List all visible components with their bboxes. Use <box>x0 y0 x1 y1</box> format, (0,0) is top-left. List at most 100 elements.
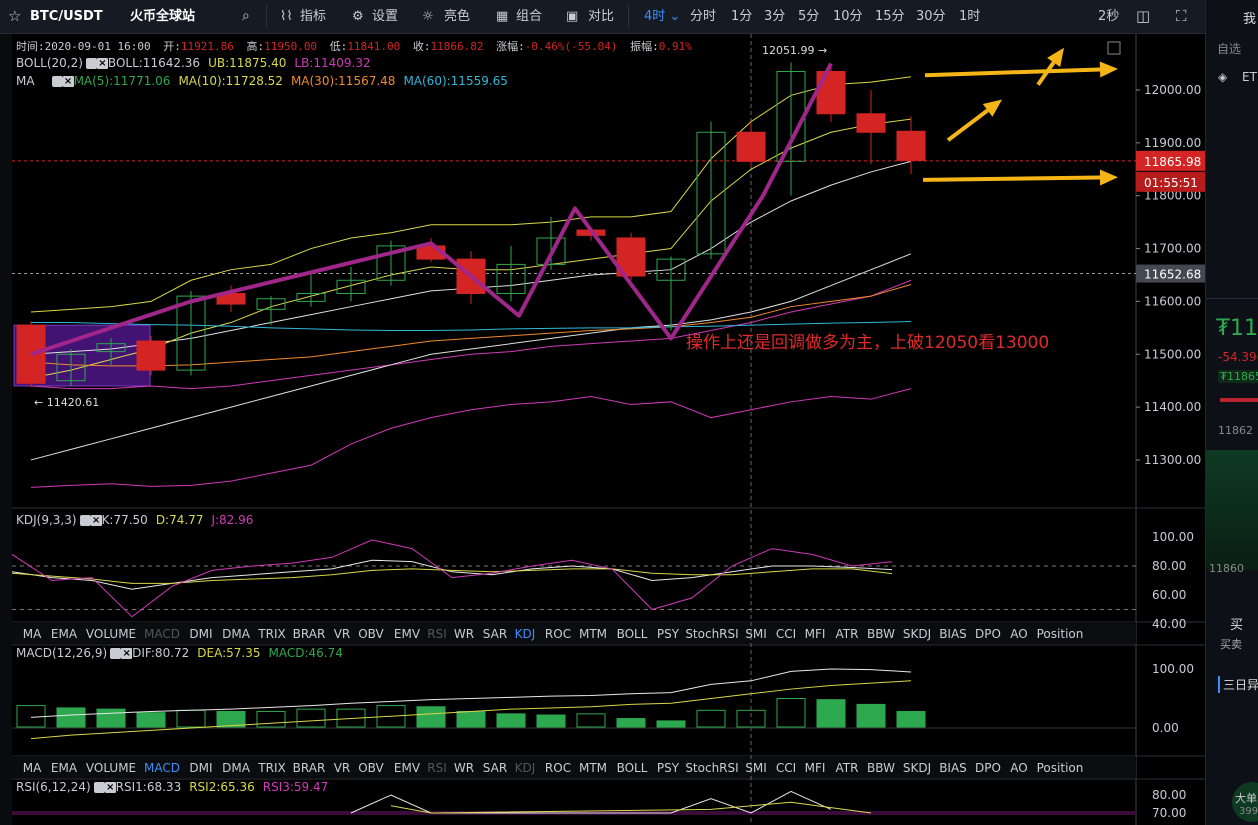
tab-row1-13[interactable]: SAR <box>483 627 507 641</box>
tab-row1-14[interactable]: KDJ <box>515 627 536 641</box>
interval-0[interactable]: 4时 ⌄ <box>644 9 681 24</box>
fullscreen-icon[interactable]: ⛶ <box>1176 7 1187 25</box>
camera-icon[interactable]: ◫ <box>1136 7 1151 25</box>
tab-row1-5[interactable]: DMA <box>222 627 251 641</box>
tab-row2-14[interactable]: KDJ <box>515 761 536 775</box>
interval-3[interactable]: 3分 <box>764 9 786 24</box>
macd-close-icon[interactable]: × <box>121 648 133 659</box>
tab-row1-3[interactable]: MACD <box>144 627 180 641</box>
interval-1[interactable]: 分时 <box>690 9 717 24</box>
interval-5[interactable]: 10分 <box>833 9 863 24</box>
tab-row1-8[interactable]: VR <box>334 627 351 641</box>
tab-row2-28[interactable]: AO <box>1010 761 1027 775</box>
tab-row2-4[interactable]: DMI <box>189 761 212 775</box>
tab-row2-15[interactable]: ROC <box>545 761 571 775</box>
tab-row1-21[interactable]: CCI <box>776 627 796 641</box>
tab-row2-7[interactable]: BRAR <box>293 761 326 775</box>
tab-row1-29[interactable]: Position <box>1037 627 1084 641</box>
boll-settings-icon[interactable] <box>85 58 97 69</box>
tab-row1-6[interactable]: TRIX <box>257 627 285 641</box>
rsi-close-icon[interactable]: × <box>104 782 116 793</box>
rp-three[interactable]: 三日异 <box>1218 676 1258 693</box>
tab-row2-19[interactable]: StochRSI <box>685 761 738 775</box>
tab-row1-16[interactable]: MTM <box>579 627 607 641</box>
tab-row2-23[interactable]: ATR <box>836 761 859 775</box>
tab-row2-16[interactable]: MTM <box>579 761 607 775</box>
search-icon[interactable]: ⌕ <box>242 8 250 24</box>
tab-row1-4[interactable]: DMI <box>189 627 212 641</box>
tab-row2-21[interactable]: CCI <box>776 761 796 775</box>
star-icon[interactable]: ☆ <box>8 7 22 25</box>
rp-coin[interactable]: ET <box>1242 70 1257 84</box>
tab-row2-5[interactable]: DMA <box>222 761 251 775</box>
rsi-settings-icon[interactable] <box>93 782 105 793</box>
tab-row1-9[interactable]: OBV <box>358 627 384 641</box>
chart-svg[interactable]: 12000.00 11900.00 11800.00 11700.00 11600.00… <box>0 34 1205 825</box>
settings-button[interactable]: 设置 <box>372 9 399 24</box>
tab-row1-26[interactable]: BIAS <box>939 627 967 641</box>
tab-row2-6[interactable]: TRIX <box>257 761 285 775</box>
tab-row2-1[interactable]: EMA <box>51 761 78 775</box>
rp-top[interactable]: 我 <box>1243 12 1257 27</box>
interval-8[interactable]: 1时 <box>959 9 981 24</box>
tab-row2-20[interactable]: SMI <box>745 761 767 775</box>
tab-row2-13[interactable]: SAR <box>483 761 507 775</box>
tab-row2-9[interactable]: OBV <box>358 761 384 775</box>
tab-row1-12[interactable]: WR <box>454 627 474 641</box>
tab-row1-7[interactable]: BRAR <box>293 627 326 641</box>
ma-settings-icon[interactable] <box>51 76 63 87</box>
combo-icon[interactable]: ▦ <box>496 9 509 24</box>
interval-6[interactable]: 15分 <box>875 9 905 24</box>
compare-icon[interactable]: ▣ <box>566 9 579 24</box>
interval-2[interactable]: 1分 <box>731 9 753 24</box>
refresh-label[interactable]: 2秒 <box>1098 9 1120 24</box>
tab-row2-25[interactable]: SKDJ <box>903 761 931 775</box>
tab-row1-19[interactable]: StochRSI <box>685 627 738 641</box>
tab-row2-17[interactable]: BOLL <box>617 761 648 775</box>
tab-row2-22[interactable]: MFI <box>805 761 826 775</box>
tab-row1-17[interactable]: BOLL <box>617 627 648 641</box>
tab-row1-27[interactable]: DPO <box>975 627 1001 641</box>
macd-settings-icon[interactable] <box>110 648 122 659</box>
tab-row1-23[interactable]: ATR <box>836 627 859 641</box>
exchange-label[interactable]: 火币全球站 <box>130 9 196 24</box>
sun-icon[interactable]: ☼ <box>422 9 434 24</box>
tab-row2-8[interactable]: VR <box>334 761 351 775</box>
tab-row2-11[interactable]: RSI <box>427 761 447 775</box>
combo-button[interactable]: 组合 <box>516 9 543 24</box>
tab-row2-26[interactable]: BIAS <box>939 761 967 775</box>
tab-row2-18[interactable]: PSY <box>657 761 680 775</box>
indicators-icon[interactable]: ⌇⌇ <box>280 9 293 24</box>
tab-row1-11[interactable]: RSI <box>427 627 447 641</box>
kdj-settings-icon[interactable] <box>79 515 91 526</box>
boll-close-icon[interactable]: × <box>96 58 108 69</box>
tab-row1-25[interactable]: SKDJ <box>903 627 931 641</box>
tab-row2-0[interactable]: MA <box>23 761 42 775</box>
tab-row1-24[interactable]: BBW <box>867 627 895 641</box>
pair-label[interactable]: BTC/USDT <box>30 9 103 24</box>
tab-row1-0[interactable]: MA <box>23 627 42 641</box>
tab-row1-1[interactable]: EMA <box>51 627 78 641</box>
theme-button[interactable]: 亮色 <box>444 9 471 24</box>
tab-row2-29[interactable]: Position <box>1037 761 1084 775</box>
compare-button[interactable]: 对比 <box>588 9 615 24</box>
tab-row1-10[interactable]: EMV <box>394 627 421 641</box>
interval-7[interactable]: 30分 <box>916 9 946 24</box>
kdj-close-icon[interactable]: × <box>90 515 102 526</box>
tab-row2-3[interactable]: MACD <box>144 761 180 775</box>
tab-row2-2[interactable]: VOLUME <box>86 761 136 775</box>
indicators-button[interactable]: 指标 <box>300 9 327 24</box>
tab-row1-2[interactable]: VOLUME <box>86 627 136 641</box>
gear-icon[interactable]: ⚙ <box>352 9 364 24</box>
tab-row2-12[interactable]: WR <box>454 761 474 775</box>
tab-row1-20[interactable]: SMI <box>745 627 767 641</box>
rp-select[interactable]: 自选 <box>1217 42 1242 56</box>
tab-row1-28[interactable]: AO <box>1010 627 1027 641</box>
rp-buy[interactable]: 买 <box>1230 618 1244 633</box>
tab-row1-15[interactable]: ROC <box>545 627 571 641</box>
ma-close-icon[interactable]: × <box>62 76 74 87</box>
tab-row1-22[interactable]: MFI <box>805 627 826 641</box>
tab-row2-24[interactable]: BBW <box>867 761 895 775</box>
tab-row2-27[interactable]: DPO <box>975 761 1001 775</box>
interval-4[interactable]: 5分 <box>798 9 820 24</box>
